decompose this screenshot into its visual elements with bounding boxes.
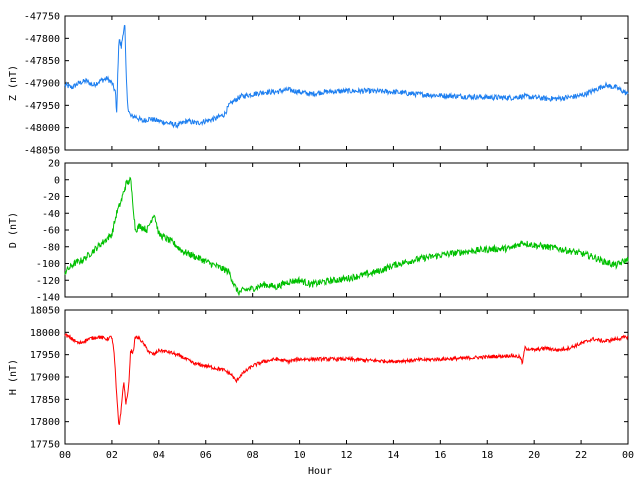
d-ytick-label: -20 xyxy=(42,192,60,203)
d-ytick-label: 20 xyxy=(48,159,60,170)
z-ytick-label: -47850 xyxy=(24,56,60,67)
d-series-line xyxy=(64,176,629,296)
d-ytick-label: 0 xyxy=(54,175,60,186)
z-series-line xyxy=(64,24,629,130)
z-ytick-label: -47900 xyxy=(24,79,60,90)
z-ytick-label: -47750 xyxy=(24,12,60,23)
h-ytick-label: 18050 xyxy=(30,306,60,317)
x-tick-label: 08 xyxy=(247,450,259,461)
x-tick-label: 16 xyxy=(434,450,446,461)
z-panel: -47750 -47800 -47850 -47900 -47950 -48000 -480… xyxy=(8,12,629,157)
d-ytick-label: -80 xyxy=(42,242,60,253)
x-tick-label: 00 xyxy=(622,450,634,461)
d-axis-label: D (nT) xyxy=(8,212,19,248)
x-axis-label: Hour xyxy=(308,466,332,477)
x-tick-label: 04 xyxy=(153,450,165,461)
chart-panels: -47750 -47800 -47850 -47900 -47950 -48000 -480… xyxy=(8,12,634,462)
x-tick-label: 18 xyxy=(481,450,493,461)
h-series-line xyxy=(64,333,629,425)
z-ytick-label: -47800 xyxy=(24,34,60,45)
h-axis-label: H (nT) xyxy=(8,359,19,395)
z-ytick-label: -48000 xyxy=(24,123,60,134)
h-ytick-label: 17750 xyxy=(30,440,60,451)
x-tick-label: 12 xyxy=(340,450,352,461)
x-tick-label: 02 xyxy=(106,450,118,461)
d-ytick-label: -40 xyxy=(42,209,60,220)
d-ytick-label: -120 xyxy=(36,276,60,287)
h-ytick-label: 17900 xyxy=(30,373,60,384)
d-ytick-label: -60 xyxy=(42,226,60,237)
d-panel: 20 0 -20 -40 -60 -80 -100 -120 -140 D (nT) xyxy=(8,159,629,304)
d-ytick-label: -140 xyxy=(36,293,60,304)
x-tick-label: 06 xyxy=(200,450,212,461)
x-tick-label: 14 xyxy=(387,450,399,461)
h-panel-frame xyxy=(64,309,629,445)
z-ytick-label: -48050 xyxy=(24,146,60,157)
h-ytick-label: 18000 xyxy=(30,328,60,339)
z-axis-label: Z (nT) xyxy=(8,65,19,101)
x-tick-label: 00 xyxy=(59,450,71,461)
h-panel: 18050 18000 17950 17900 17850 17800 17750 H (nT… xyxy=(8,306,634,462)
z-panel-frame xyxy=(64,15,629,151)
x-tick-label: 10 xyxy=(294,450,306,461)
h-ytick-label: 17800 xyxy=(30,417,60,428)
h-ytick-label: 17850 xyxy=(30,395,60,406)
x-tick-label: 22 xyxy=(575,450,587,461)
d-ytick-label: -100 xyxy=(36,259,60,270)
h-ytick-label: 17950 xyxy=(30,350,60,361)
z-ytick-label: -47950 xyxy=(24,101,60,112)
x-tick-label: 20 xyxy=(528,450,540,461)
